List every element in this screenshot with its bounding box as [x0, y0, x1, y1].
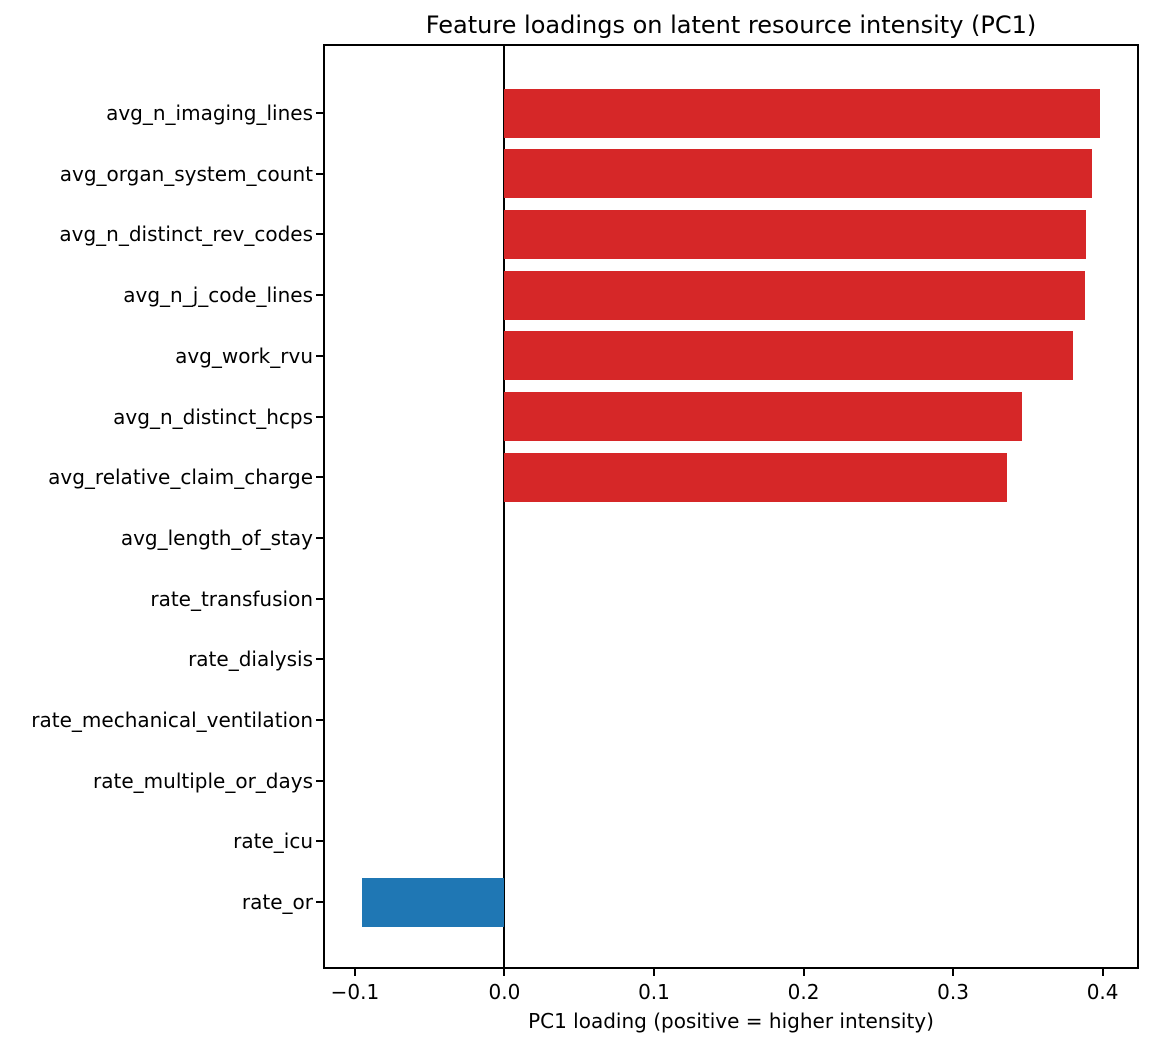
y-tick-label: avg_relative_claim_charge: [48, 465, 313, 490]
x-tick-label: −0.1: [330, 980, 380, 1004]
plot-area: [323, 44, 1139, 969]
y-tick-label: avg_n_j_code_lines: [123, 283, 313, 308]
x-tick-label: 0.4: [1086, 980, 1119, 1004]
bar-avg_n_j_code_lines: [504, 270, 1085, 320]
y-tick-mark: [316, 840, 323, 843]
y-tick-label: avg_n_distinct_rev_codes: [59, 222, 313, 247]
y-tick-label: avg_n_distinct_hcps: [113, 404, 313, 429]
y-tick-label: rate_or: [241, 890, 313, 915]
y-tick-label: rate_icu: [233, 829, 313, 854]
y-tick-mark: [316, 901, 323, 904]
x-axis-title: PC1 loading (positive = higher intensity…: [528, 1009, 934, 1033]
y-tick-mark: [316, 719, 323, 721]
chart-title: Feature loadings on latent resource inte…: [425, 11, 1037, 39]
x-tick-label: 0.3: [937, 980, 969, 1004]
y-tick-label: avg_work_rvu: [175, 343, 313, 368]
x-tick-mark: [1101, 969, 1104, 976]
bar-avg_relative_claim_charge: [504, 452, 1007, 502]
x-tick-mark: [802, 969, 805, 976]
y-tick-label: rate_multiple_or_days: [93, 768, 313, 793]
zero-line: [503, 46, 506, 967]
x-tick-label: 0.1: [638, 980, 670, 1004]
bar-avg_n_imaging_lines: [504, 88, 1100, 138]
y-tick-mark: [316, 415, 323, 418]
y-tick-label: rate_dialysis: [188, 647, 313, 672]
y-tick-mark: [316, 536, 323, 539]
y-tick-label: avg_n_imaging_lines: [106, 101, 313, 125]
y-tick-mark: [316, 476, 323, 479]
y-tick-mark: [316, 233, 323, 236]
y-tick-mark: [316, 354, 323, 357]
x-tick-mark: [503, 969, 506, 976]
bar-avg_n_distinct_rev_codes: [504, 209, 1087, 259]
y-tick-mark: [316, 658, 323, 661]
bar-rate_or: [362, 877, 505, 927]
y-tick-label: avg_organ_system_count: [59, 161, 313, 186]
bar-avg_work_rvu: [504, 331, 1073, 381]
y-tick-label: avg_length_of_stay: [120, 525, 313, 550]
x-tick-mark: [952, 969, 955, 976]
y-tick-mark: [316, 294, 323, 297]
y-tick-label: rate_transfusion: [150, 586, 313, 611]
y-tick-mark: [316, 779, 323, 782]
y-tick-mark: [316, 172, 323, 175]
x-tick-mark: [353, 969, 356, 976]
bar-avg_n_distinct_hcps: [504, 392, 1022, 441]
y-tick-label: rate_mechanical_ventilation: [31, 708, 313, 732]
x-tick-mark: [652, 969, 655, 976]
x-tick-label: 0.2: [787, 980, 820, 1004]
x-tick-label: 0.0: [488, 980, 521, 1004]
bar-avg_organ_system_count: [504, 149, 1093, 199]
y-tick-mark: [316, 112, 323, 114]
y-tick-mark: [316, 597, 323, 600]
